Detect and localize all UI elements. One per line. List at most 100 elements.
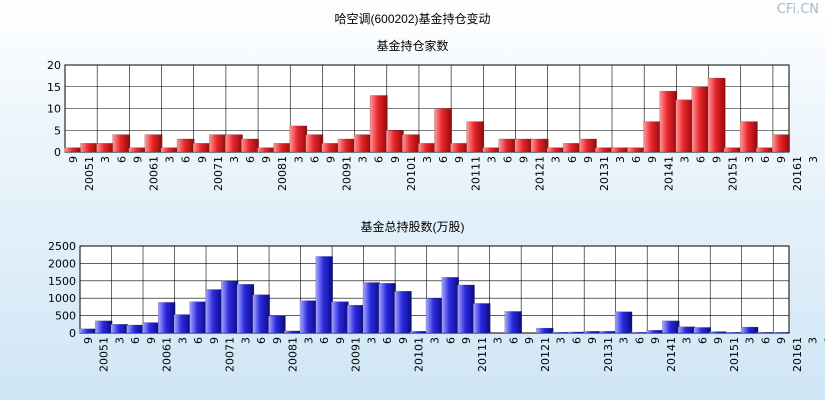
chart2-xtick-label: 6 <box>192 337 205 344</box>
chart1-bar <box>530 138 549 153</box>
chart1-xtick-label: 20151 <box>727 156 740 191</box>
chart1-xtick-label: 6 <box>630 156 643 163</box>
chart1-bar <box>562 143 581 153</box>
chart2-bar <box>173 314 192 334</box>
chart2-xtick-label: 20121 <box>539 337 552 372</box>
chart1-bar <box>595 147 613 153</box>
chart2-xtick-label: 6 <box>129 337 142 344</box>
chart2-bar <box>725 332 743 334</box>
chart1-bar <box>257 147 275 153</box>
chart1-xtick-label: 3 <box>550 156 563 163</box>
chart2-xtick-label: 6 <box>318 337 331 344</box>
chart2-xtick-label: 3 <box>681 337 694 344</box>
chart2-bar <box>551 332 570 334</box>
chart2-bar <box>236 284 255 334</box>
chart2-bar <box>756 332 775 334</box>
chart1-xtick-label: 3 <box>421 156 434 163</box>
chart2-bar <box>410 331 428 334</box>
watermark: CFi.CN <box>776 2 819 17</box>
chart1-xtick-label: 9 <box>453 156 466 163</box>
chart1-xtick-label: 20131 <box>598 156 611 191</box>
chart1-bar <box>739 121 758 153</box>
chart1-bar <box>450 143 469 153</box>
chart1-bar <box>337 138 356 153</box>
chart1-ytick-label: 10 <box>47 103 61 116</box>
chart2-bar <box>142 322 160 334</box>
chart1-bar <box>723 147 742 153</box>
chart1-bar <box>755 147 774 153</box>
chart2-bar <box>315 256 333 334</box>
chart1-ytick-label: 15 <box>47 81 61 94</box>
chart1-bar <box>643 121 662 153</box>
chart1-bar <box>305 134 324 153</box>
chart2-bar <box>646 330 664 334</box>
chart2-xtick-label: 20081 <box>287 337 300 372</box>
chart2-ytick-label: 1500 <box>48 275 76 288</box>
chart2-xtick-label: 9 <box>334 337 347 344</box>
chart1-bar <box>675 99 694 153</box>
chart2-xtick-label: 9 <box>586 337 599 344</box>
chart2-xtick-label: 20151 <box>728 337 741 372</box>
chart1-bar <box>627 147 646 153</box>
chart2-xtick-label: 20111 <box>476 337 489 372</box>
chart2-bar <box>110 324 129 334</box>
chart1-xtick-label: 6 <box>501 156 514 163</box>
chart2-bar <box>394 291 412 334</box>
chart2-bar <box>189 301 207 334</box>
chart1-xtick-label: 3 <box>678 156 691 163</box>
chart2-bar <box>94 320 113 334</box>
chart1-xtick-label: 6 <box>373 156 386 163</box>
chart2-bar <box>378 283 396 334</box>
chart1-xtick-label: 9 <box>196 156 209 163</box>
chart2-xtick-label: 6 <box>759 337 772 344</box>
chart2-bar <box>220 280 239 334</box>
chart2-bar <box>567 331 586 334</box>
chart2-bar <box>457 284 475 334</box>
chart2-xtick-label: 3 <box>365 337 378 344</box>
chart2-bar <box>268 315 286 334</box>
chart2-bar <box>677 326 696 334</box>
chart1-xtick-label: 6 <box>566 156 579 163</box>
chart2-xtick-label: 6 <box>507 337 520 344</box>
chart2-xtick-label: 3 <box>176 337 189 344</box>
chart1-xtick-label: 9 <box>711 156 724 163</box>
chart2-xtick-label: 20051 <box>98 337 111 372</box>
chart1-xtick-label: 3 <box>485 156 498 163</box>
chart2-bar <box>425 298 444 334</box>
chart2-xtick-label: 6 <box>255 337 268 344</box>
chart2-xtick-label: 6 <box>696 337 709 344</box>
chart2-xtick-label: 20141 <box>665 337 678 372</box>
chart2-xtick-label: 9 <box>145 337 158 344</box>
chart2-xtick-label: 3 <box>302 337 315 344</box>
chart2-xtick-label: 6 <box>381 337 394 344</box>
chart1-xtick-label: 20071 <box>212 156 225 191</box>
chart1-xtick-label: 3 <box>357 156 370 163</box>
chart2-bar <box>599 331 617 334</box>
chart1-bar <box>128 147 147 153</box>
chart1-xtick-label: 20061 <box>147 156 160 191</box>
chart2-xtick-label: 9 <box>712 337 725 344</box>
chart2-bar <box>662 320 680 334</box>
chart1-xtick-label: 20111 <box>469 156 482 191</box>
chart2-xtick-label: 3 <box>113 337 126 344</box>
chart2-ytick-label: 2000 <box>48 257 76 270</box>
chart2-bar <box>441 277 459 334</box>
chart1-bar <box>707 77 726 153</box>
chart2-xtick-label: 9 <box>271 337 284 344</box>
chart1-bar <box>64 147 82 153</box>
chart2-bar <box>772 332 790 334</box>
chart1-xtick-label: 3 <box>164 156 177 163</box>
chart1-xtick-label: 20161 <box>791 156 804 191</box>
chart2-xtick-label: 20071 <box>224 337 237 372</box>
chart2-xtick-label: 20061 <box>161 337 174 372</box>
chart1-xtick-label: 9 <box>324 156 337 163</box>
chart1-xtick-label: 20141 <box>662 156 675 191</box>
chart1-bar <box>241 138 259 153</box>
chart2-xtick-label: 20131 <box>602 337 615 372</box>
chart1-xtick-label: 20121 <box>534 156 547 191</box>
chart1-ytick-label: 5 <box>54 124 61 137</box>
chart1-xtick-label: 3 <box>99 156 112 163</box>
chart1-bar <box>772 134 790 153</box>
chart1-xtick-label: 3 <box>614 156 627 163</box>
chart1-xtick-label: 9 <box>646 156 659 163</box>
